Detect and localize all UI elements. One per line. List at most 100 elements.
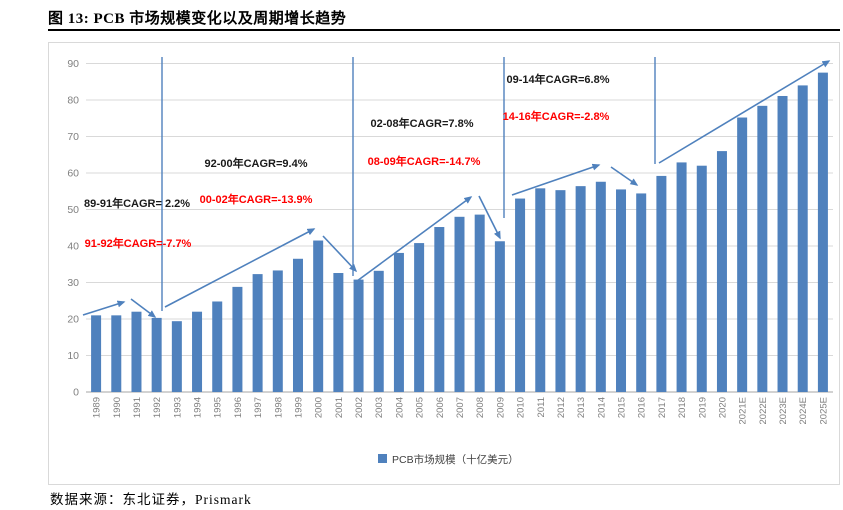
x-tick-label: 2021E <box>738 397 749 424</box>
x-tick-label: 1999 <box>293 397 304 418</box>
cagr-annotation: 02-08年CAGR=7.8% <box>370 116 473 130</box>
bar-2006 <box>434 227 445 392</box>
bar-2015 <box>616 189 627 392</box>
bar-2007 <box>454 216 465 392</box>
x-tick-label: 2000 <box>314 397 325 418</box>
y-tick-label: 90 <box>67 58 79 70</box>
legend-label: PCB市场规模（十亿美元） <box>392 453 519 466</box>
bar-1998 <box>272 270 283 392</box>
legend-swatch <box>378 454 387 463</box>
bar-1995 <box>212 301 223 392</box>
cagr-annotation: 92-00年CAGR=9.4% <box>204 156 307 170</box>
x-tick-label: 1996 <box>233 397 244 418</box>
bar-2002 <box>353 279 364 392</box>
trend-arrow <box>82 300 126 316</box>
bar-2011 <box>535 188 546 392</box>
x-tick-label: 2006 <box>435 397 446 418</box>
bar-2012 <box>555 190 566 392</box>
bar-2025E <box>817 72 828 392</box>
bar-1996 <box>232 286 243 392</box>
pcb-market-chart: 0 10 20 30 40 50 60 70 80 90 1989 1990 1991 1992 1993 1… <box>48 42 840 485</box>
x-tick-label: 2012 <box>556 397 567 418</box>
x-tick-label: 2011 <box>536 397 547 417</box>
trend-arrow <box>356 196 473 282</box>
figure-title: 图 13: PCB 市场规模变化以及周期增长趋势 <box>48 11 347 27</box>
trend-arrow <box>610 166 639 186</box>
x-tick-label: 1991 <box>132 397 143 418</box>
x-tick-label: 2025E <box>818 397 829 424</box>
trend-arrow <box>322 235 358 273</box>
y-tick-label: 20 <box>67 314 79 326</box>
x-tick-label: 2023E <box>778 397 789 424</box>
x-tick-label: 2002 <box>354 397 365 418</box>
bar-1994 <box>192 311 203 392</box>
x-tick-label: 2022E <box>758 397 769 424</box>
bar-chart-canvas: 0 10 20 30 40 50 60 70 80 90 1989 1990 1991 1992 1993 1… <box>67 57 833 466</box>
y-tick-label: 10 <box>67 350 79 362</box>
y-tick-label: 50 <box>67 204 79 216</box>
bar-2016 <box>636 193 647 392</box>
x-tick-label: 2014 <box>596 397 607 418</box>
trend-arrow <box>511 163 601 196</box>
y-tick-label: 0 <box>73 387 79 399</box>
y-tick-label: 60 <box>67 168 79 180</box>
bar-2003 <box>373 270 384 392</box>
cagr-annotation: 91-92年CAGR=-7.7% <box>85 236 192 250</box>
bar-2000 <box>313 240 324 392</box>
x-tick-label: 1997 <box>253 397 264 418</box>
trend-arrow <box>658 60 831 164</box>
cagr-annotation: 89-91年CAGR= 2.2% <box>84 196 190 210</box>
x-tick-label: 2008 <box>475 397 486 418</box>
trend-arrow <box>478 195 501 240</box>
x-tick-label: 1990 <box>112 397 123 418</box>
x-tick-label: 2010 <box>516 397 527 418</box>
x-tick-label: 2019 <box>697 397 708 418</box>
bar-1989 <box>91 315 102 392</box>
bar-2020 <box>716 151 727 392</box>
bar-2017 <box>656 175 667 392</box>
bar-2008 <box>474 214 485 392</box>
x-tick-label: 1992 <box>152 397 163 418</box>
bar-1993 <box>171 321 182 392</box>
x-tick-label: 2020 <box>717 397 728 418</box>
bar-2019 <box>696 165 707 392</box>
bar-2004 <box>393 252 404 392</box>
bar-2010 <box>515 198 526 392</box>
bar-2018 <box>676 162 687 392</box>
x-tick-label: 2007 <box>455 397 466 418</box>
bar-2009 <box>494 241 505 392</box>
y-tick-label: 40 <box>67 241 79 253</box>
cagr-annotation: 08-09年CAGR=-14.7% <box>368 154 481 168</box>
x-tick-label: 1989 <box>92 397 103 418</box>
x-tick-label: 2017 <box>657 397 668 418</box>
bar-1990 <box>111 315 122 392</box>
x-tick-label: 2003 <box>374 397 385 418</box>
bar-2021E <box>737 117 748 393</box>
bar-1991 <box>131 311 142 392</box>
cagr-annotation: 09-14年CAGR=6.8% <box>506 72 609 86</box>
bar-1999 <box>292 258 303 392</box>
bar-2024E <box>797 85 808 393</box>
trend-arrow <box>164 228 316 308</box>
y-tick-label: 70 <box>67 131 79 143</box>
x-tick-label: 2015 <box>617 397 628 418</box>
bar-1992 <box>151 317 162 392</box>
x-tick-label: 2024E <box>798 397 809 424</box>
cagr-annotation: 14-16年CAGR=-2.8% <box>503 109 610 123</box>
y-tick-label: 80 <box>67 95 79 107</box>
x-tick-label: 1998 <box>273 397 284 418</box>
x-tick-label: 2018 <box>677 397 688 418</box>
x-tick-label: 2001 <box>334 397 345 418</box>
data-source: 数据来源：东北证券，Prismark <box>50 492 252 507</box>
x-tick-label: 1995 <box>213 397 224 418</box>
x-tick-label: 1994 <box>193 397 204 418</box>
bar-2022E <box>757 105 768 392</box>
x-tick-label: 2013 <box>576 397 587 418</box>
bar-2013 <box>575 186 586 392</box>
bar-2023E <box>777 95 788 393</box>
x-tick-label: 2009 <box>495 397 506 418</box>
y-tick-label: 30 <box>67 277 79 289</box>
x-tick-label: 2005 <box>415 397 426 418</box>
title-divider <box>48 29 840 31</box>
bar-2001 <box>333 273 344 392</box>
